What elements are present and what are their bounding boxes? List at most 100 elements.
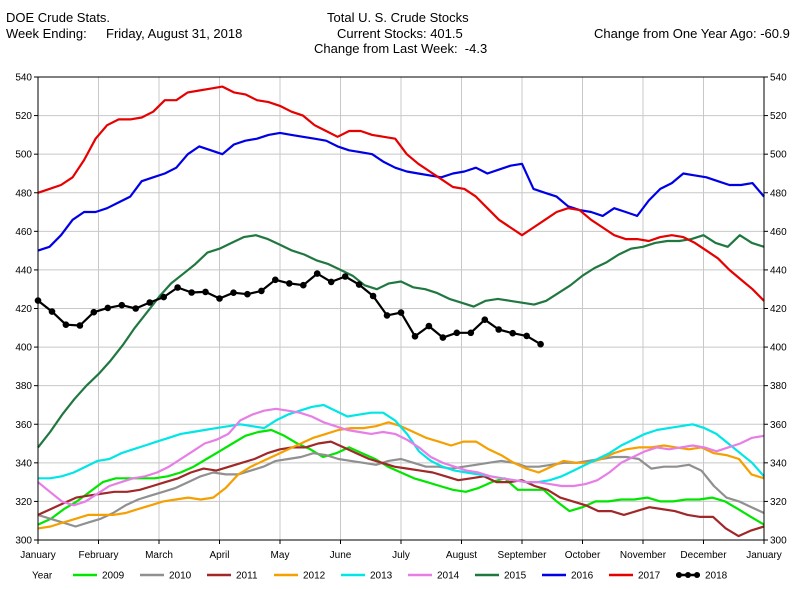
series-lines [34,85,765,538]
series-line-2011 [37,440,765,538]
y-tick-label-left: 420 [15,304,32,315]
x-tick-label: January [746,550,782,561]
y-tick-label-left: 340 [15,458,32,469]
point-2018 [383,312,391,319]
point-2018 [411,333,419,340]
y-tick-label-right: 460 [770,227,787,238]
x-tick-label: September [498,550,548,561]
legend-label-2010: 2010 [169,571,192,582]
y-tick-label-left: 520 [15,111,32,122]
point-2018 [481,316,489,324]
y-tick-label-left: 360 [15,420,32,431]
source-label: DOE Crude Stats. [6,10,111,25]
y-tick-label-right: 380 [770,381,787,392]
x-tick-label: July [392,550,410,561]
legend-title: Year [32,571,53,582]
point-2018 [439,334,447,341]
y-tick-label-right: 300 [770,536,787,547]
current-stocks: Current Stocks: 401.5 [337,26,463,41]
point-2018 [132,305,139,312]
x-tick-label: August [446,550,477,561]
point-2018 [258,287,265,295]
legend-label-2012: 2012 [303,571,326,582]
x-axis: January February March April May June July Augu… [20,540,782,561]
y-tick-label-right: 340 [770,458,787,469]
point-2018 [523,332,530,340]
series-line-2014 [37,407,765,507]
point-2018 [48,308,56,315]
point-2018 [300,281,307,289]
series-line-2010 [37,452,765,528]
point-2018 [537,340,544,348]
y-axis-right: 300 320 340 360 380 400 420 440 460 480 500 520 540 [764,73,787,547]
point-2018 [216,295,223,302]
point-2018 [118,301,126,309]
point-2018 [174,284,181,291]
series-line-2013 [38,403,765,484]
y-axis-left: 300 320 340 360 380 400 420 440 460 480 500 520 540 [15,73,38,547]
point-2018 [425,322,433,330]
x-tick-label: March [145,550,173,561]
y-tick-label-right: 440 [770,265,787,276]
week-ending-label: Week Ending: [6,26,87,41]
point-2018 [146,299,153,306]
y-tick-label-right: 360 [770,420,787,431]
y-tick-label-right: 500 [770,150,787,161]
y-tick-label-right: 400 [770,343,787,354]
change-last-week: Change from Last Week: -4.3 [314,41,488,56]
legend-label-2018: 2018 [705,571,728,582]
y-tick-label-left: 500 [15,150,32,161]
x-tick-label: October [565,550,601,561]
legend-label-2011: 2011 [236,571,258,582]
point-2018 [188,289,195,296]
y-tick-label-left: 480 [15,188,32,199]
y-tick-label-left: 460 [15,227,32,238]
week-ending-date: Friday, August 31, 2018 [106,26,243,41]
y-tick-label-left: 320 [15,497,32,508]
point-2018 [355,281,363,288]
point-2018 [160,293,167,301]
x-tick-label: November [620,550,667,561]
x-tick-label: June [330,550,352,561]
legend-label-2009: 2009 [102,571,125,582]
point-2018 [495,326,503,333]
legend-label-2014: 2014 [437,571,460,582]
legend-marker [685,572,691,578]
series-line-2015 [37,234,765,449]
legend-marker [676,572,682,578]
y-tick-label-left: 300 [15,536,32,547]
point-2018 [341,273,349,280]
y-tick-label-right: 420 [770,304,787,315]
point-2018 [453,329,461,337]
legend-label-2017: 2017 [638,571,661,582]
y-tick-label-left: 540 [15,73,32,84]
point-2018 [397,309,405,316]
chart-title: Total U. S. Crude Stocks [327,10,469,25]
y-tick-label-left: 380 [15,381,32,392]
series-line-2009 [37,428,765,526]
point-2018 [104,304,112,312]
point-2018 [90,308,98,316]
x-tick-label: February [78,550,118,561]
point-2018 [369,292,377,300]
series-line-2016 [37,131,765,252]
legend: Year 2009 2010 2011 2012 2013 2014 2015 2016 2017… [32,571,728,582]
plot-frame [37,76,765,541]
y-tick-label-right: 320 [770,497,787,508]
point-2018 [509,329,516,337]
point-2018 [62,321,70,329]
y-tick-label-left: 440 [15,265,32,276]
y-tick-label-right: 520 [770,111,787,122]
point-2018 [327,278,335,286]
point-2018 [202,288,209,296]
legend-label-2015: 2015 [504,571,527,582]
x-tick-label: December [680,550,727,561]
point-2018 [244,290,251,298]
change-year-ago: Change from One Year Ago: -60.9 [594,26,790,41]
point-2018 [286,280,293,287]
x-tick-label: April [209,550,229,561]
legend-label-2016: 2016 [571,571,594,582]
point-2018 [272,276,279,284]
y-tick-label-right: 540 [770,73,787,84]
x-tick-label: May [271,550,290,561]
